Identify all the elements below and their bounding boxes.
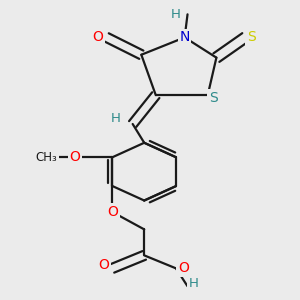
Text: O: O <box>93 30 104 44</box>
Text: CH₃: CH₃ <box>35 151 57 164</box>
Text: O: O <box>98 259 109 272</box>
Text: O: O <box>178 261 189 275</box>
Text: O: O <box>70 150 80 164</box>
Text: H: H <box>188 277 198 290</box>
Text: H: H <box>171 8 181 21</box>
Text: O: O <box>107 205 118 219</box>
Text: S: S <box>247 30 255 44</box>
Text: S: S <box>209 91 218 105</box>
Text: H: H <box>110 112 120 125</box>
Text: N: N <box>179 30 190 44</box>
